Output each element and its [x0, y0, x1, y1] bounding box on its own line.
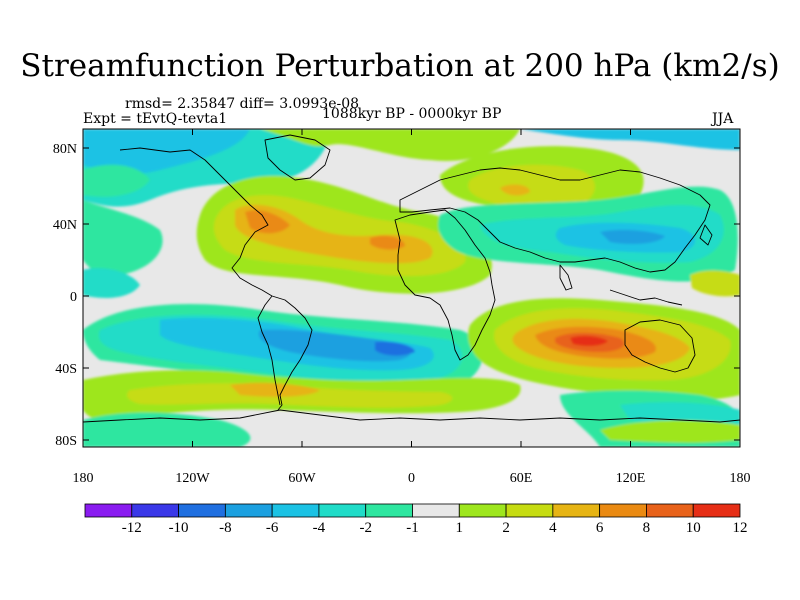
season-label: JJA [712, 111, 734, 127]
coast-australia [624, 319, 696, 373]
lon-label: 0 [408, 471, 415, 486]
axis-ticks: 80N 40N 0 40S 80S 180 120W 60W 0 60E 120E 180 [53, 129, 751, 486]
colorbar-label: -8 [219, 520, 232, 536]
contour-eurasia-high-2 [468, 164, 595, 210]
colorbar-label: 6 [596, 520, 604, 536]
colorbar-swatch [599, 503, 647, 518]
contour-pacific-north [83, 200, 163, 276]
contour-southern-core [230, 382, 320, 397]
lat-label: 40N [53, 218, 77, 233]
lon-label: 120W [175, 471, 210, 486]
colorbar-swatch [178, 503, 226, 518]
coast-africa [394, 209, 496, 361]
colorbar-label: 1 [456, 520, 464, 536]
coastlines [83, 134, 740, 423]
colorbar-label: -10 [169, 520, 189, 536]
period-label: 1088kyr BP - 0000kyr BP [322, 106, 502, 122]
lon-label: 60E [510, 471, 533, 486]
contour-asia-core [600, 229, 665, 244]
coast-indonesia [609, 289, 683, 306]
contour-west-pacific [690, 270, 740, 297]
lon-label: 180 [730, 471, 751, 486]
contour-east-pacific [83, 268, 140, 298]
colorbar-label: 10 [686, 520, 701, 536]
colorbar-swatch [692, 503, 741, 518]
coast-north-america [119, 147, 273, 297]
colorbar-label: 2 [502, 520, 510, 536]
colorbar-label: -12 [122, 520, 142, 536]
colorbar-label: -6 [266, 520, 279, 536]
lon-label: 120E [616, 471, 646, 486]
colorbar-swatch [224, 503, 273, 518]
colorbar-swatch [458, 503, 507, 518]
coast-india [559, 264, 573, 291]
contour-atlantic-core-east [370, 235, 405, 250]
contour-eurasia-core [500, 184, 530, 196]
colorbar-swatch [365, 503, 413, 518]
colorbar-swatch [131, 503, 179, 518]
plot-title: Streamfunction Perturbation at 200 hPa (… [20, 48, 780, 84]
colorbar-swatch [412, 503, 460, 518]
colorbar-label: -1 [406, 520, 419, 536]
colorbar-swatch [552, 503, 601, 518]
colorbar-label: 8 [643, 520, 651, 536]
colorbar-label: 12 [733, 520, 748, 536]
contour-arctic-green [260, 129, 520, 161]
colorbar: -12 -10 -8 -6 -4 -2 -1 1 2 4 6 8 10 12 [84, 503, 748, 536]
lat-label: 80S [55, 434, 77, 449]
contour-field [83, 129, 740, 447]
lat-label: 40S [55, 362, 77, 377]
coast-antarctica [83, 409, 740, 423]
lon-label: 60W [288, 471, 316, 486]
contour-tropical-core [375, 341, 415, 356]
contour-arctic-east [520, 129, 740, 150]
colorbar-label: 4 [549, 520, 557, 536]
contour-atlantic-core-west [245, 210, 290, 234]
contour-south-pacific [83, 412, 251, 447]
contour-indian-core [570, 335, 608, 346]
colorbar-swatch [84, 503, 133, 518]
colorbar-label: -4 [313, 520, 326, 536]
lon-label: 180 [73, 471, 94, 486]
lat-label: 80N [53, 142, 77, 157]
colorbar-swatch [646, 503, 694, 518]
stats-label: rmsd= 2.35847 diff= 3.0993e-08 [125, 96, 360, 112]
lat-label: 0 [70, 290, 77, 305]
contour-arctic-west-edge [83, 164, 150, 197]
colorbar-label: -2 [359, 520, 372, 536]
coast-greenland [264, 134, 331, 181]
contour-tropical-low-4 [258, 329, 411, 362]
coast-south-america-east [271, 295, 313, 411]
coast-south-america-west [257, 295, 281, 406]
contour-south-indian-green [600, 420, 740, 443]
coast-japan [699, 224, 713, 246]
coast-eurasia [399, 167, 711, 273]
colorbar-swatch [271, 503, 320, 518]
colorbar-swatch [505, 503, 554, 518]
experiment-label: Expt = tEvtQ-tevta1 [83, 111, 228, 127]
colorbar-swatch [318, 503, 367, 518]
